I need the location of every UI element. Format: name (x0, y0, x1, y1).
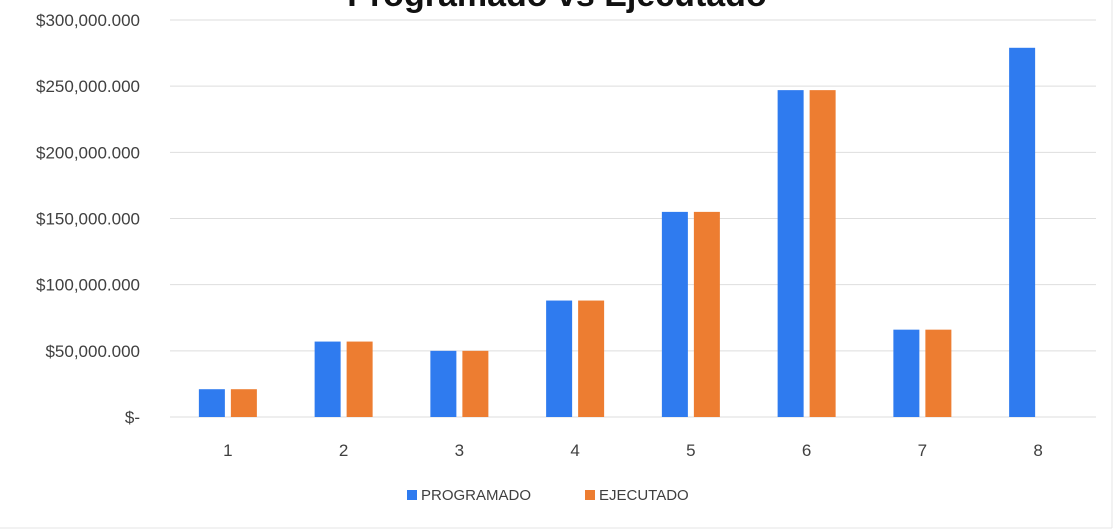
bar-ejecutado-1 (230, 389, 257, 417)
bar-programado-4 (546, 300, 573, 417)
bar-ejecutado-3 (462, 350, 489, 417)
legend-swatch-programado (407, 490, 417, 500)
x-tick-label: 7 (918, 441, 927, 460)
legend-label-ejecutado: EJECUTADO (599, 487, 689, 504)
bar-programado-2 (314, 341, 341, 417)
legend: PROGRAMADO EJECUTADO (407, 487, 689, 504)
bar-programado-6 (777, 90, 804, 418)
x-tick-label: 2 (339, 441, 348, 460)
legend-swatch-ejecutado (585, 490, 595, 500)
y-tick-label: $150,000.000 (36, 210, 140, 229)
bar-programado-5 (661, 211, 688, 417)
chart-title: Programado vs Ejecutado (347, 0, 766, 14)
bar-programado-8 (1009, 47, 1036, 417)
bars (198, 47, 1036, 418)
y-tick-label: $300,000.000 (36, 11, 140, 30)
bar-ejecutado-4 (578, 300, 605, 417)
x-tick-label: 4 (570, 441, 579, 460)
x-tick-label: 3 (455, 441, 464, 460)
bar-programado-1 (198, 389, 225, 417)
y-tick-label: $50,000.000 (45, 342, 140, 361)
bar-programado-7 (893, 329, 920, 417)
y-tick-label: $100,000.000 (36, 276, 140, 295)
x-tick-label: 8 (1033, 441, 1042, 460)
x-tick-label: 6 (802, 441, 811, 460)
y-axis-ticks: $- $50,000.000 $100,000.000 $150,000.000 $20… (36, 11, 140, 427)
bar-ejecutado-6 (809, 90, 836, 418)
bar-programado-3 (430, 350, 457, 417)
legend-label-programado: PROGRAMADO (421, 487, 531, 504)
y-tick-label: $- (125, 408, 140, 427)
x-tick-label: 1 (223, 441, 232, 460)
x-tick-label: 5 (686, 441, 695, 460)
bar-ejecutado-7 (925, 329, 952, 417)
bar-ejecutado-5 (693, 211, 720, 417)
bar-ejecutado-2 (346, 341, 373, 417)
y-tick-label: $200,000.000 (36, 143, 140, 162)
y-tick-label: $250,000.000 (36, 77, 140, 96)
x-axis-ticks: 1 2 3 4 5 6 7 8 (223, 441, 1043, 460)
gridlines (170, 19, 1096, 418)
